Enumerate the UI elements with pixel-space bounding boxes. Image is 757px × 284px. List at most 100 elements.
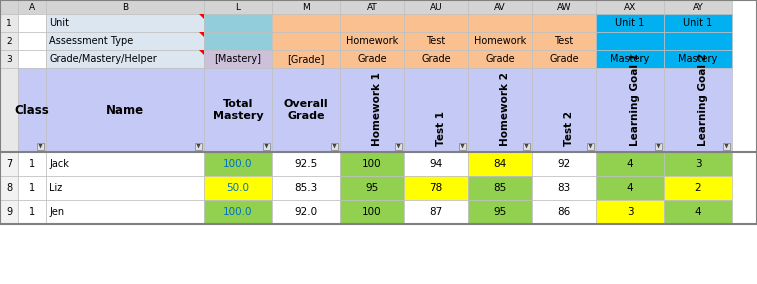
Text: 94: 94 (429, 159, 443, 169)
Text: M: M (302, 3, 310, 11)
Bar (404, 50, 468, 68)
Bar (340, 200, 404, 224)
Text: Name: Name (106, 103, 144, 116)
Bar (46, 14, 204, 32)
Bar (0, 32, 18, 50)
Bar (395, 143, 402, 150)
Bar (468, 14, 532, 32)
Polygon shape (197, 144, 201, 149)
Polygon shape (724, 144, 728, 149)
Text: 92.5: 92.5 (294, 159, 318, 169)
Bar (272, 152, 340, 176)
Text: AW: AW (556, 3, 572, 11)
Text: Assessment Type: Assessment Type (49, 36, 133, 46)
Bar (404, 14, 468, 32)
Text: Homework: Homework (474, 36, 526, 46)
Bar (532, 50, 596, 68)
Text: 3: 3 (627, 207, 634, 217)
Bar (468, 50, 532, 68)
Polygon shape (332, 144, 337, 149)
Bar (664, 32, 732, 50)
Polygon shape (460, 144, 465, 149)
Text: Total
Mastery: Total Mastery (213, 99, 263, 121)
Bar (18, 152, 46, 176)
Text: Unit 1: Unit 1 (615, 18, 645, 28)
Polygon shape (525, 144, 528, 149)
Bar (0, 200, 18, 224)
Bar (596, 200, 664, 224)
Text: Homework 2: Homework 2 (500, 72, 510, 146)
Bar (532, 200, 596, 224)
Text: Homework: Homework (346, 36, 398, 46)
Text: Test 2: Test 2 (564, 111, 574, 146)
Bar (272, 50, 340, 68)
Text: B: B (122, 3, 128, 11)
Text: AT: AT (366, 3, 378, 11)
Bar (596, 176, 664, 200)
Text: 84: 84 (494, 159, 506, 169)
Bar (46, 32, 204, 50)
Bar (340, 68, 404, 152)
Bar (46, 50, 204, 68)
Polygon shape (588, 144, 593, 149)
Text: Test: Test (554, 36, 574, 46)
Text: 83: 83 (557, 183, 571, 193)
Bar (18, 68, 46, 152)
Text: 85.3: 85.3 (294, 183, 318, 193)
Text: 4: 4 (695, 207, 701, 217)
Bar (664, 200, 732, 224)
Text: 100.0: 100.0 (223, 207, 253, 217)
Bar (0, 0, 18, 14)
Text: AY: AY (693, 3, 703, 11)
Bar (0, 68, 18, 152)
Bar (404, 32, 468, 50)
Text: Grade: Grade (357, 54, 387, 64)
Text: Test 1: Test 1 (436, 111, 446, 146)
Bar (596, 14, 664, 32)
Bar (468, 0, 532, 14)
Text: 100.0: 100.0 (223, 159, 253, 169)
Text: 3: 3 (695, 159, 701, 169)
Text: 50.0: 50.0 (226, 183, 250, 193)
Text: Overall
Grade: Overall Grade (284, 99, 329, 121)
Bar (596, 0, 664, 14)
Bar (340, 50, 404, 68)
Text: Grade: Grade (549, 54, 579, 64)
Text: 2: 2 (6, 37, 12, 45)
Bar (18, 32, 46, 50)
Text: 78: 78 (429, 183, 443, 193)
Text: A: A (29, 3, 35, 11)
Bar (272, 200, 340, 224)
Text: 95: 95 (494, 207, 506, 217)
Text: AX: AX (624, 3, 636, 11)
Bar (18, 176, 46, 200)
Text: 86: 86 (557, 207, 571, 217)
Bar (46, 200, 204, 224)
Polygon shape (656, 144, 661, 149)
Polygon shape (199, 50, 204, 55)
Text: Jen: Jen (49, 207, 64, 217)
Bar (204, 152, 272, 176)
Bar (596, 152, 664, 176)
Bar (596, 50, 664, 68)
Bar (340, 176, 404, 200)
Bar (664, 176, 732, 200)
Bar (532, 14, 596, 32)
Bar (596, 32, 664, 50)
Bar (37, 143, 44, 150)
Bar (272, 68, 340, 152)
Bar (272, 32, 340, 50)
Bar (340, 14, 404, 32)
Bar (195, 143, 202, 150)
Text: 8: 8 (6, 183, 12, 193)
Bar (204, 50, 272, 68)
Bar (204, 32, 272, 50)
Bar (664, 0, 732, 14)
Bar (404, 200, 468, 224)
Text: Learning Goal 1: Learning Goal 1 (630, 53, 640, 146)
Text: 1: 1 (29, 183, 35, 193)
Bar (404, 0, 468, 14)
Bar (204, 176, 272, 200)
Polygon shape (39, 144, 42, 149)
Bar (204, 0, 272, 14)
